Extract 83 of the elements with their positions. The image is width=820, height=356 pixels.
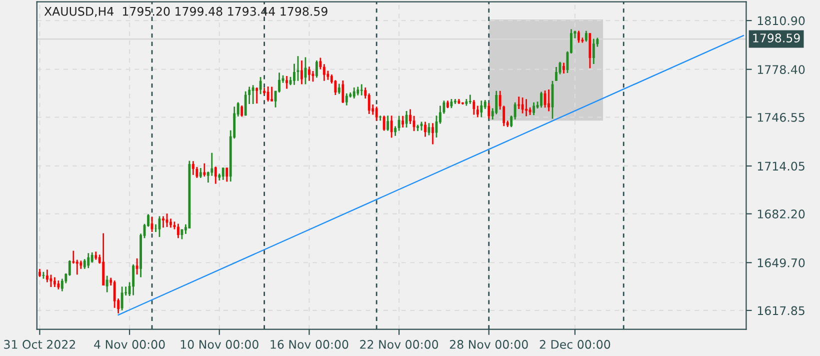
candlestick [102, 232, 105, 286]
candlestick [53, 276, 56, 288]
candlestick [382, 114, 386, 132]
ref-line-label: 1798.59 [753, 34, 800, 42]
candlestick [480, 100, 483, 118]
y-tick-label: 1714.05 [758, 162, 804, 171]
candlestick [584, 30, 588, 42]
candlestick [240, 104, 244, 118]
candlestick [540, 91, 542, 108]
candlestick [199, 167, 202, 179]
candlestick [548, 88, 550, 112]
candlestick [577, 30, 580, 44]
candlestick [360, 84, 363, 96]
candlestick [409, 108, 412, 125]
x-tick-label: 22 Nov 00:00 [360, 340, 438, 349]
candlestick [300, 60, 303, 85]
candlestick [226, 166, 228, 182]
x-tick-label: 10 Nov 00:00 [180, 340, 258, 349]
candlestick [120, 286, 124, 312]
candlestick [256, 86, 258, 104]
candlestick [106, 274, 108, 293]
candlestick [390, 114, 393, 138]
candlestick [386, 114, 390, 132]
candlestick [222, 166, 224, 181]
candlestick [312, 70, 314, 82]
candlestick [532, 102, 535, 116]
candlestick [304, 56, 307, 85]
candlestick [375, 106, 378, 122]
y-tick-label: 1746.55 [758, 112, 804, 122]
candlestick [46, 268, 48, 283]
candlestick [293, 63, 296, 86]
candlestick [468, 94, 472, 105]
candlestick [76, 259, 78, 276]
candlestick [319, 57, 322, 70]
x-tick-label: 16 Nov 00:00 [270, 340, 348, 349]
candlestick [192, 160, 194, 176]
candlestick [525, 98, 528, 117]
candlestick [162, 216, 164, 228]
x-tick-label: 2 Dec 00:00 [540, 340, 610, 349]
x-tick-label: 4 Nov 00:00 [94, 340, 165, 349]
candlestick [488, 102, 490, 120]
candlestick [555, 66, 558, 82]
y-tick-label: 1649.70 [758, 258, 805, 268]
candlestick [315, 60, 318, 78]
candlestick [286, 75, 288, 90]
candlestick [214, 166, 217, 184]
candlestick [252, 84, 254, 105]
candlestick [270, 86, 273, 102]
candlestick [176, 223, 180, 239]
candlestick [521, 96, 524, 114]
x-tick-label: 31 Oct 2022 [4, 340, 76, 349]
y-tick-label: 1778.40 [758, 65, 805, 74]
candlestick [203, 162, 206, 178]
candlestick [472, 99, 476, 116]
candlestick [90, 252, 94, 264]
candlestick [338, 83, 340, 95]
candlestick [368, 92, 370, 115]
candlestick [484, 99, 486, 110]
candlestick [342, 80, 344, 104]
candlestick [308, 66, 310, 82]
candlestick [398, 115, 400, 132]
candlestick [322, 63, 326, 82]
candlestick [450, 98, 453, 109]
candlestick [352, 86, 356, 100]
candlestick [394, 126, 397, 137]
y-tick-label: 1617.85 [758, 306, 804, 316]
candlestick [476, 105, 479, 118]
candlestick [259, 76, 262, 95]
candlestick [562, 62, 565, 74]
candlestick [435, 114, 438, 138]
candlestick [169, 218, 172, 228]
y-tick-label: 1810.90 [758, 16, 805, 26]
candlestick [87, 252, 90, 269]
candlestick [424, 121, 426, 138]
x-tick-label: 28 Nov 00:00 [450, 340, 528, 349]
candlestick [402, 115, 404, 128]
candlestick [244, 90, 247, 116]
y-tick-label: 1682.20 [758, 210, 805, 218]
candlestick [132, 264, 134, 296]
candlestick [592, 38, 595, 65]
candlestick [345, 92, 348, 106]
candlestick [432, 122, 434, 145]
chart-title: XAUUSD,H4 1795.20 1799.48 1793.44 1798.59 [44, 6, 328, 18]
